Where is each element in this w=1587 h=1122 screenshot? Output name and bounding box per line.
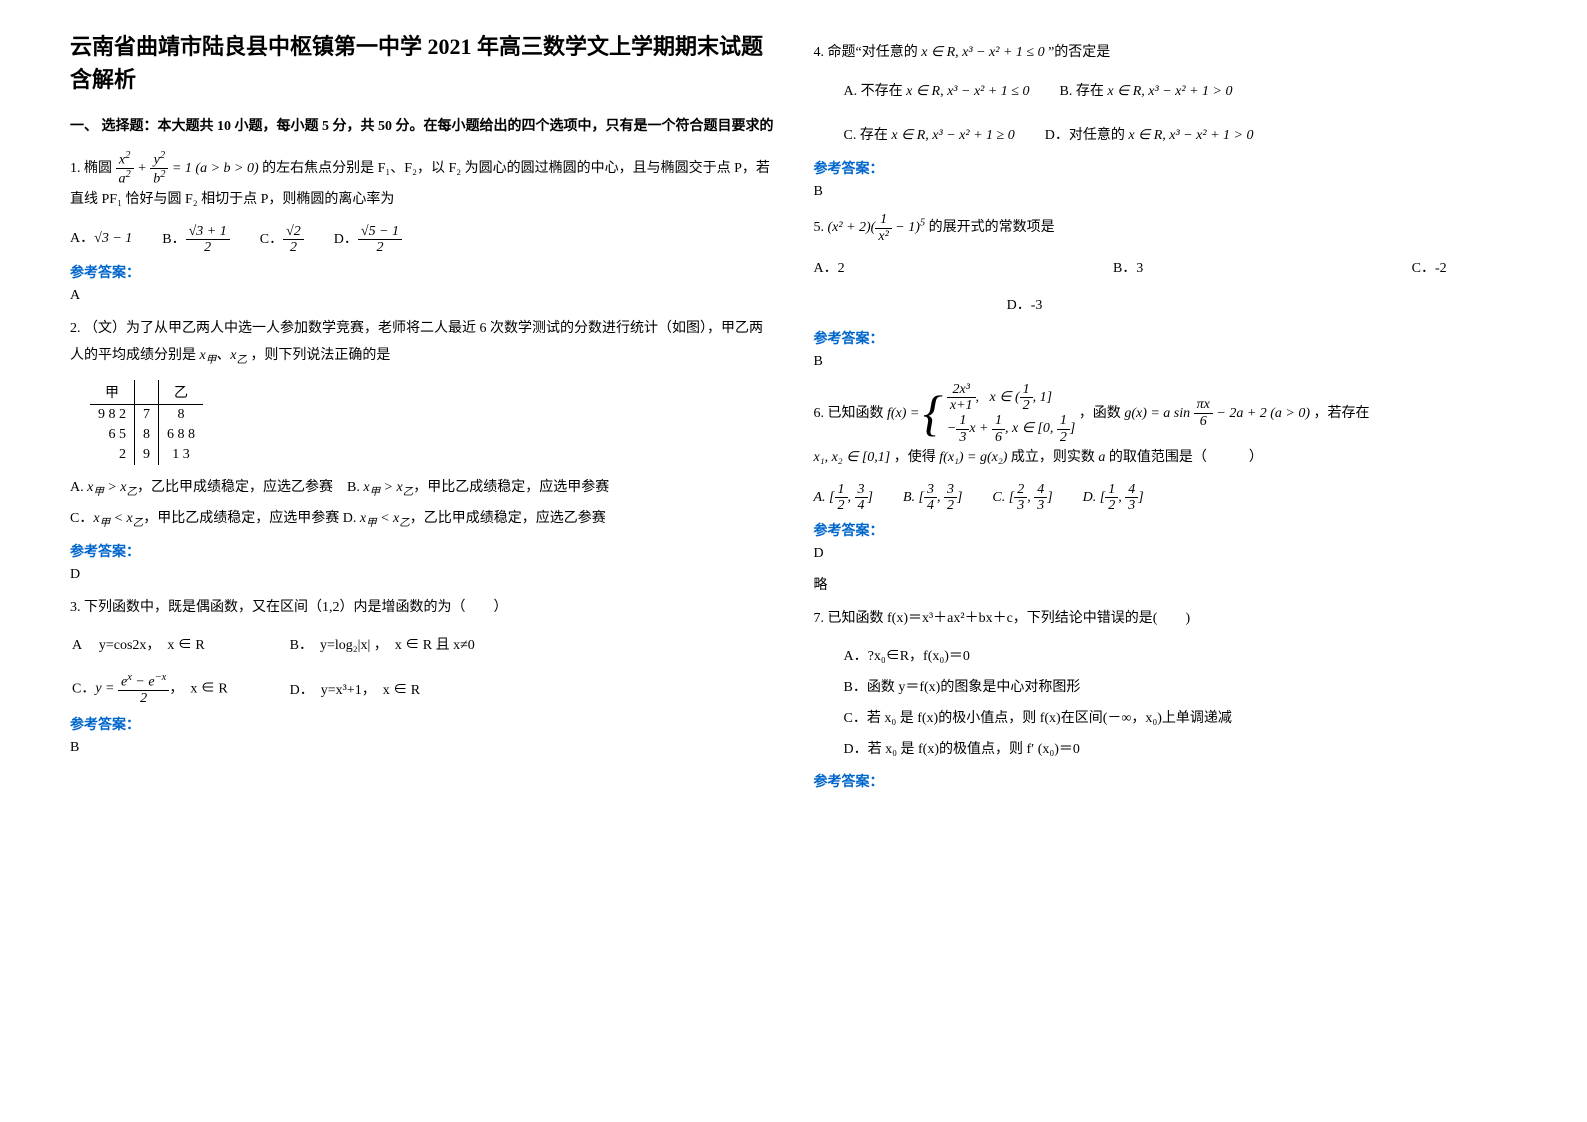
q6-g: g(x) = a sin πx6 − 2a + 2 (a > 0)	[1124, 406, 1310, 421]
q7-opt-d: D．若 x₀ 是 f(x)的极值点，则 f′ (x₀)＝0	[814, 735, 1518, 766]
q3-opt-a: A y=cos2x， x ∈ R	[72, 634, 288, 654]
q4-options: A. 不存在 x ∈ R, x³ − x² + 1 ≤ 0 B. 存在 x ∈ …	[814, 77, 1518, 153]
q6-options: A. [12, 34] B. [34, 32] C. [23, 43] D. […	[814, 482, 1518, 514]
q5-options: A．2 B．3 C．-2	[814, 254, 1447, 285]
q6-answer-extra: 略	[814, 574, 1518, 594]
q7-opt-c: C．若 x₀ 是 f(x)的极小值点，则 f(x)在区间(－∞，x₀)上单调递减	[814, 704, 1518, 735]
section-heading: 一、 选择题：本大题共 10 小题，每小题 5 分，共 50 分。在每小题给出的…	[70, 116, 774, 138]
q4-answer: B	[814, 184, 1518, 200]
q1-options: A．3 − 1 B．3 + 12 C．22 D．5 − 12	[70, 224, 774, 256]
q4-formula: x ∈ R, x³ − x² + 1 ≤ 0	[921, 45, 1044, 60]
q7: 7. 已知函数 f(x)＝x³＋ax²＋bx＋c，下列结论中错误的是( )	[814, 606, 1518, 633]
page-title: 云南省曲靖市陆良县中枢镇第一中学 2021 年高三数学文上学期期末试题含解析	[70, 30, 774, 96]
q4-opt-b: B. 存在 x ∈ R, x³ − x² + 1 > 0	[1060, 77, 1233, 108]
leaf-right: 6 8 8	[159, 425, 204, 445]
q1-answer: A	[70, 288, 774, 304]
q1-opt-c: C．22	[260, 224, 304, 256]
q3: 3. 下列函数中，既是偶函数，又在区间（1,2）内是增函数的为（ ）	[70, 595, 774, 622]
q1: 1. 椭圆 x2a2 + y2b2 = 1 (a > b > 0) 的左右焦点分…	[70, 150, 774, 214]
q6: 6. 已知函数 f(x) = { 2x³x+1, x ∈ (12, 1] −13…	[814, 382, 1518, 472]
q4-opt-a: A. 不存在 x ∈ R, x³ − x² + 1 ≤ 0	[844, 77, 1030, 108]
q6-opt-c: C. [23, 43]	[992, 482, 1052, 514]
q1-prefix: 1. 椭圆	[70, 161, 112, 176]
stem-leaf-plot: 甲乙 9 8 278 6 586 8 8 291 3	[90, 380, 203, 465]
q1-opt-b: B．3 + 12	[162, 224, 229, 256]
q5-answer: B	[814, 354, 1518, 370]
q1-opt-d: D．5 − 12	[334, 224, 402, 256]
q4-opt-d: D．对任意的 x ∈ R, x³ − x² + 1 > 0	[1045, 121, 1254, 152]
q3-opt-c: C．y = ex − e−x2， x ∈ R	[72, 672, 288, 706]
q6-opt-d: D. [12, 43]	[1083, 482, 1144, 514]
q7-opt-b: B．函数 y＝f(x)的图象是中心对称图形	[814, 673, 1518, 704]
right-column: 4. 命题“对任意的 x ∈ R, x³ − x² + 1 ≤ 0 ”的否定是 …	[794, 30, 1538, 1092]
q5-opt-a: A．2	[814, 254, 845, 285]
left-column: 云南省曲靖市陆良县中枢镇第一中学 2021 年高三数学文上学期期末试题含解析 一…	[50, 30, 794, 1092]
leaf-right: 8	[159, 405, 204, 426]
leaf-left: 2	[90, 445, 135, 465]
answer-label: 参考答案：	[814, 328, 1518, 348]
q6-answer: D	[814, 546, 1518, 562]
q3-answer: B	[70, 740, 774, 756]
q1-opt-a: A．3 − 1	[70, 224, 132, 256]
leaf-left: 9 8 2	[90, 405, 135, 426]
q2: 2. （文）为了从甲乙两人中选一人参加数学竞赛，老师将二人最近 6 次数学测试的…	[70, 316, 774, 370]
leaf-right: 1 3	[159, 445, 204, 465]
answer-label: 参考答案：	[814, 520, 1518, 540]
q7-opt-a: A．?x₀∈R，f(x₀)＝0	[814, 642, 1518, 673]
q4: 4. 命题“对任意的 x ∈ R, x³ − x² + 1 ≤ 0 ”的否定是	[814, 40, 1518, 67]
q1-formula: x2a2 + y2b2 = 1 (a > b > 0)	[116, 161, 263, 176]
answer-label: 参考答案：	[70, 541, 774, 561]
q6-opt-b: B. [34, 32]	[903, 482, 962, 514]
q5-formula: (x² + 2)(1x² − 1)5	[828, 220, 929, 235]
q7-options: A．?x₀∈R，f(x₀)＝0 B．函数 y＝f(x)的图象是中心对称图形 C．…	[814, 642, 1518, 765]
q5-opt-d: D．-3	[1007, 298, 1043, 313]
answer-label: 参考答案：	[814, 771, 1518, 791]
stem: 9	[135, 445, 159, 465]
q5: 5. (x² + 2)(1x² − 1)5 的展开式的常数项是	[814, 212, 1518, 244]
leaf-left: 6 5	[90, 425, 135, 445]
answer-label: 参考答案：	[70, 262, 774, 282]
q5-opt-c: C．-2	[1412, 254, 1447, 285]
stem: 7	[135, 405, 159, 426]
q5-opt-b: B．3	[1113, 254, 1143, 285]
q4-opt-c: C. 存在 x ∈ R, x³ − x² + 1 ≥ 0	[844, 121, 1015, 152]
answer-label: 参考答案：	[814, 158, 1518, 178]
q2-options: A. x甲 > x乙，乙比甲成绩稳定，应选乙参赛 B. x甲 > x乙，甲比乙成…	[70, 473, 774, 535]
q3-options: A y=cos2x， x ∈ R B． y=log₂|x| ， x ∈ R 且 …	[70, 632, 537, 708]
answer-label: 参考答案：	[70, 714, 774, 734]
stem: 8	[135, 425, 159, 445]
q3-opt-b: B． y=log₂|x| ， x ∈ R 且 x≠0	[290, 634, 535, 654]
q3-opt-d: D． y=x³+1， x ∈ R	[290, 672, 535, 706]
q2-answer: D	[70, 567, 774, 583]
q6-piecewise: f(x) = { 2x³x+1, x ∈ (12, 1] −13x + 16, …	[887, 406, 1079, 421]
q6-opt-a: A. [12, 34]	[814, 482, 873, 514]
q2-vars: x甲、x乙	[200, 348, 247, 363]
